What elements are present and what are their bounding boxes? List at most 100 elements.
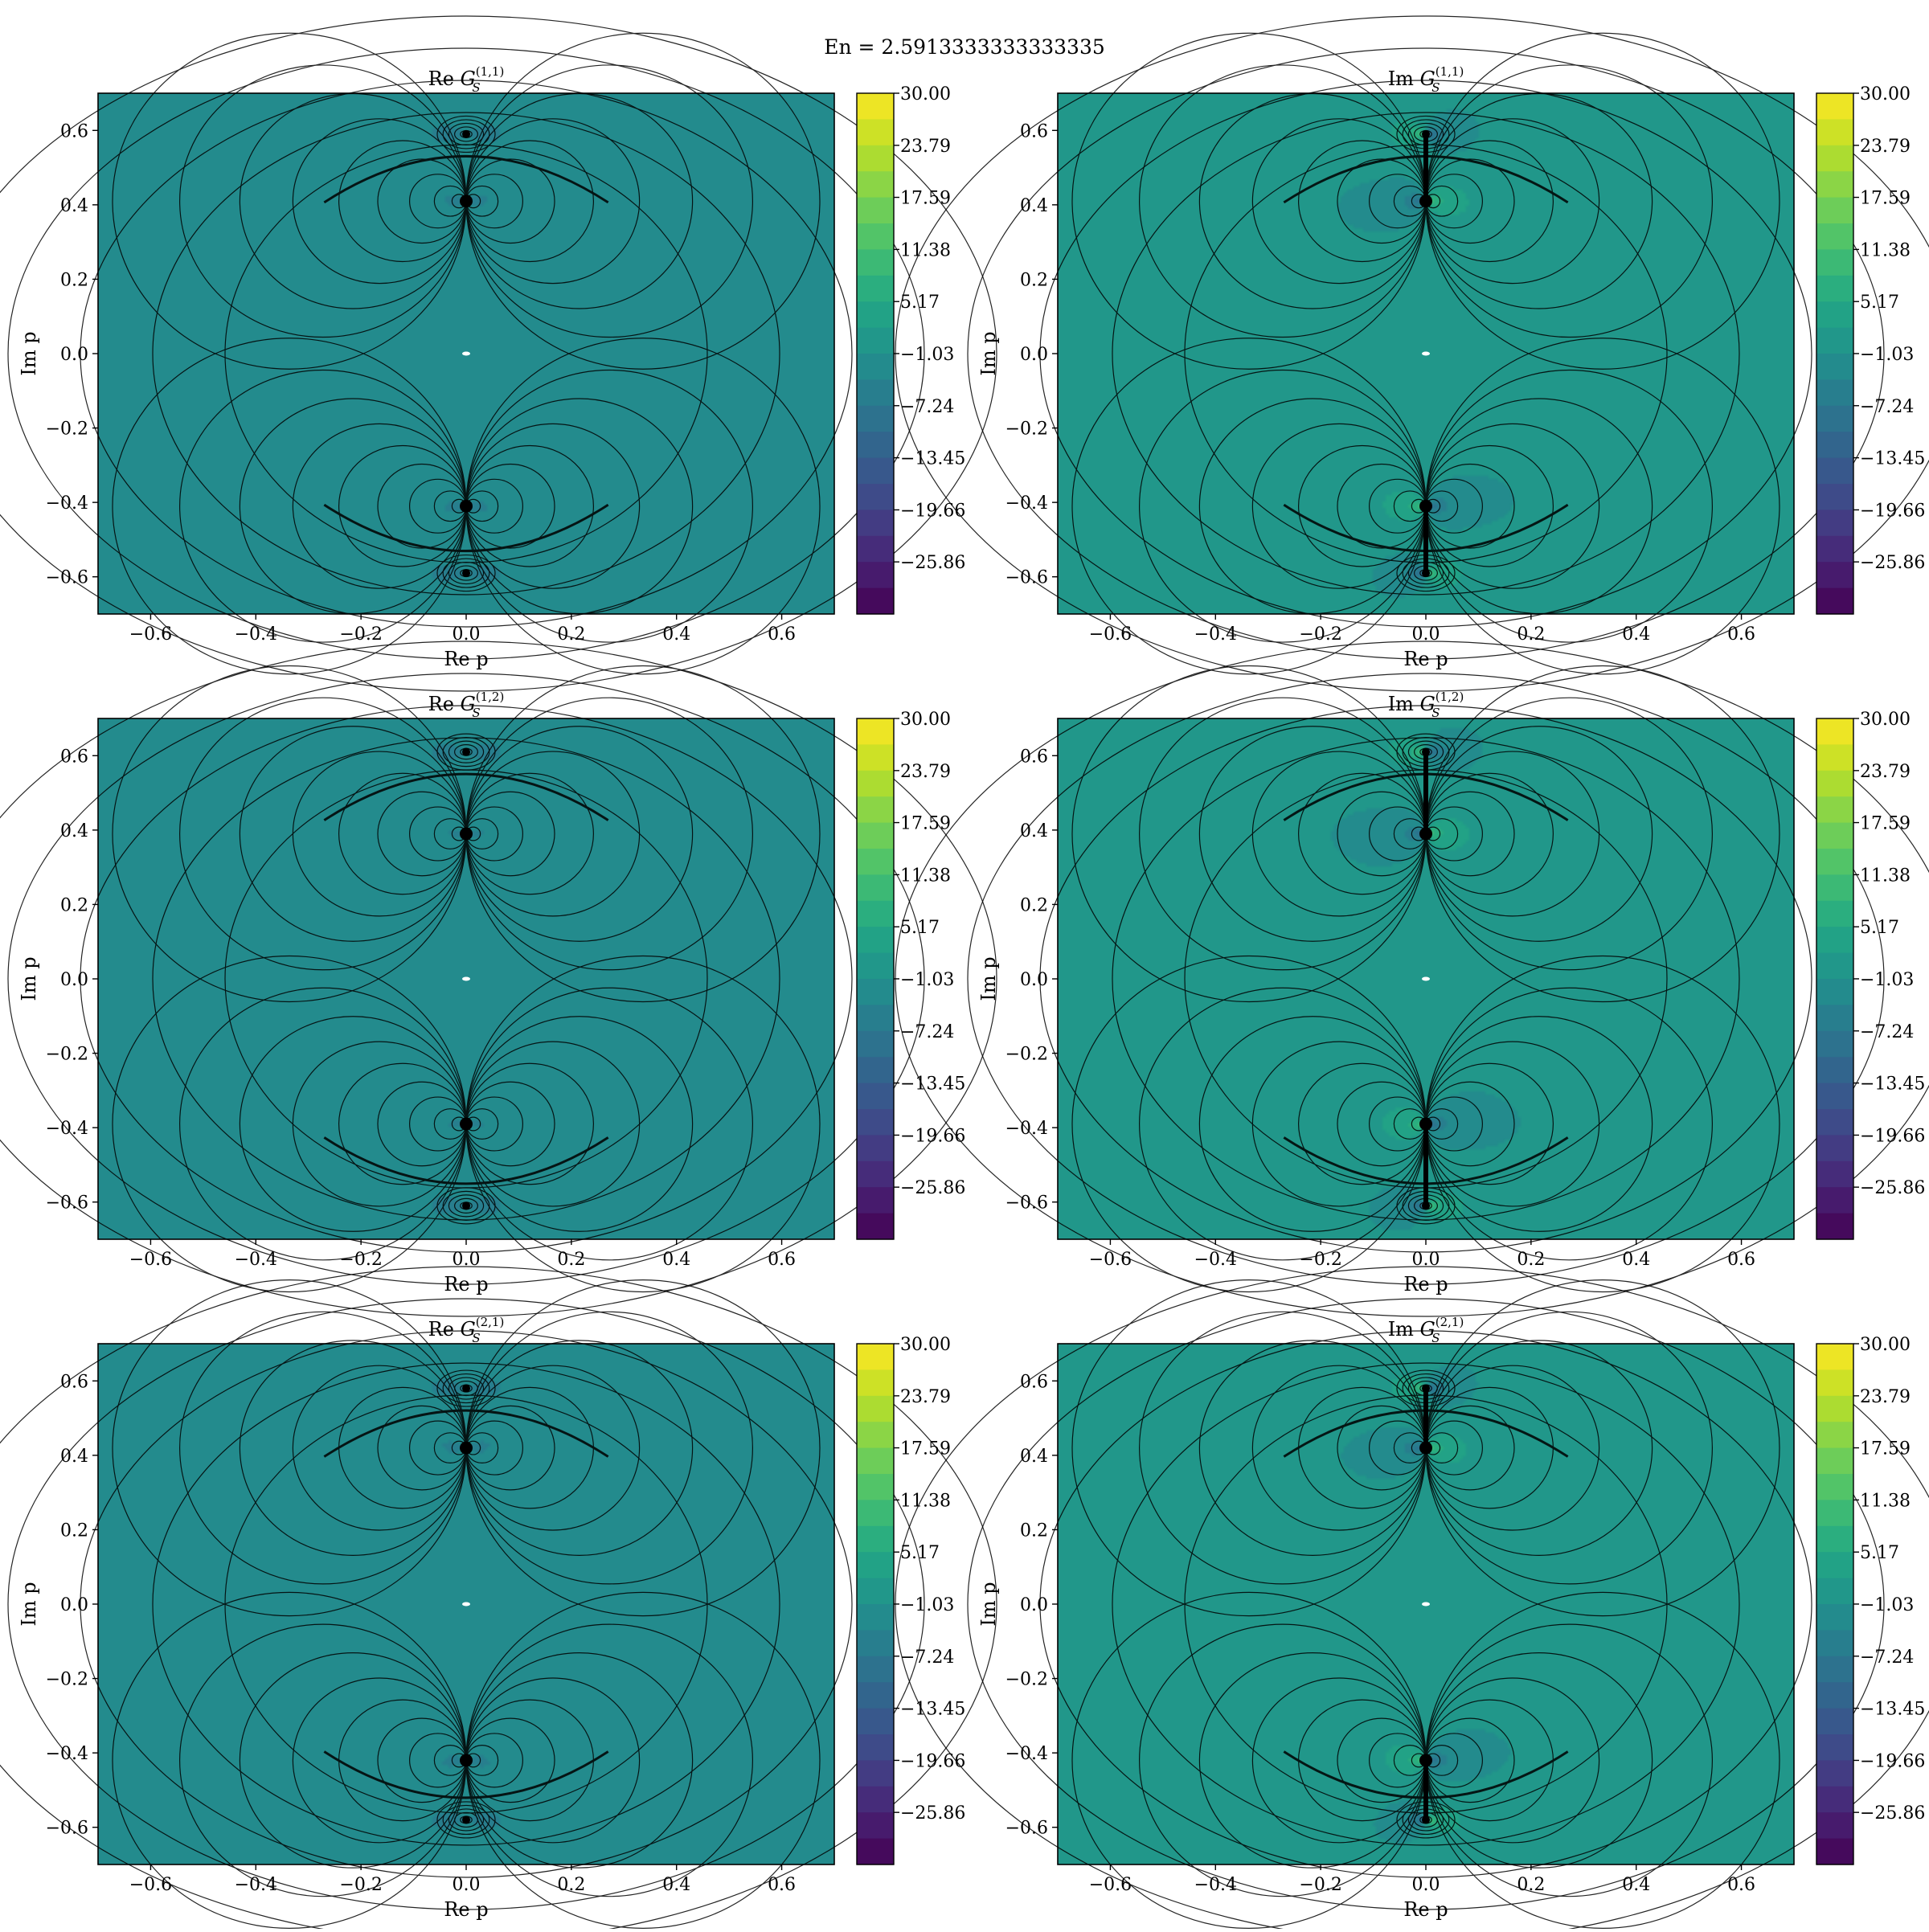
- colorbar-band: [1816, 1422, 1853, 1449]
- colorbar-band: [857, 1604, 894, 1631]
- y-tick-label: 0.0: [60, 970, 88, 990]
- colorbar-tick-label: 23.79: [900, 137, 951, 157]
- colorbar-tick-label: 30.00: [1860, 1335, 1911, 1355]
- x-tick-label: 0.4: [662, 1875, 690, 1895]
- x-tick-label: −0.2: [1299, 1875, 1341, 1895]
- pole-marker: [462, 1201, 470, 1210]
- colorbar-tick-label: −7.24: [1860, 1648, 1914, 1668]
- colorbar-band: [857, 119, 894, 146]
- colorbar-band: [1816, 354, 1853, 380]
- x-tick-label: −0.6: [1089, 1875, 1132, 1895]
- contour-loop: [453, 565, 478, 581]
- pole-marker: [462, 747, 470, 756]
- x-tick-label: 0.2: [557, 1250, 585, 1270]
- x-axis-label: Re p: [1403, 1273, 1448, 1296]
- colorbar-band: [1816, 1160, 1853, 1188]
- y-tick-label: −0.6: [1005, 568, 1048, 588]
- pole-marker: [462, 129, 470, 138]
- subplot-title: Im G(2,1) S: [1388, 1315, 1464, 1345]
- subplot-3: −0.6 −0.4 −0.2 0.0 0.2 0.4 0.60.60.40.20.0−0.2…: [895, 641, 1929, 1317]
- colorbar-tick-label: 5.17: [1860, 918, 1899, 938]
- colorbar-tick-label: 17.59: [900, 1439, 951, 1459]
- colorbar-band: [1816, 249, 1853, 276]
- subplot-title: Re G(1,1) S: [428, 64, 505, 95]
- x-tick-label: 0.2: [557, 624, 585, 645]
- colorbar-tick-label: −7.24: [900, 397, 954, 417]
- colorbar-band: [857, 432, 894, 459]
- y-tick-label: 0.6: [1020, 121, 1048, 141]
- y-tick-label: 0.6: [1020, 747, 1048, 767]
- origin-gap: [462, 351, 470, 356]
- colorbar-band: [857, 1187, 894, 1214]
- colorbar-band: [1816, 1734, 1853, 1761]
- contour-ring: [967, 1298, 1885, 1910]
- x-tick-label: −0.4: [235, 1875, 277, 1895]
- x-axis-label: Re p: [444, 1898, 488, 1921]
- colorbar-band: [857, 1005, 894, 1032]
- colorbar-tick-label: 11.38: [900, 866, 951, 886]
- colorbar-band: [1816, 1344, 1853, 1370]
- colorbar-band: [1816, 900, 1853, 927]
- colorbar-tick-label: 5.17: [1860, 293, 1899, 313]
- colorbar-tick-label: 30.00: [900, 710, 951, 730]
- colorbar-tick-label: 17.59: [900, 189, 951, 209]
- colorbar-band: [857, 327, 894, 354]
- colorbar-band: [857, 93, 894, 120]
- colorbar-tick-label: 11.38: [1860, 866, 1911, 886]
- pole-marker: [460, 194, 473, 208]
- colorbar-tick-label: 30.00: [900, 1335, 951, 1355]
- x-tick-label: −0.2: [339, 624, 382, 645]
- y-tick-label: −0.6: [1005, 1819, 1048, 1839]
- y-tick-label: 0.6: [60, 121, 88, 141]
- colorbar-band: [857, 1812, 894, 1840]
- pole-marker: [462, 1815, 470, 1824]
- x-tick-label: −0.2: [339, 1250, 382, 1270]
- colorbar-band: [857, 1344, 894, 1370]
- pole-marker: [462, 569, 470, 578]
- x-tick-label: 0.2: [1517, 624, 1545, 645]
- colorbar-band: [857, 1734, 894, 1761]
- x-tick-label: 0.6: [768, 1875, 796, 1895]
- colorbar-band: [857, 1525, 894, 1553]
- colorbar-band: [1816, 952, 1853, 980]
- y-tick-label: 0.0: [1020, 345, 1048, 365]
- origin-gap: [462, 1602, 470, 1607]
- colorbar-tick-label: 23.79: [1860, 1387, 1911, 1407]
- colorbar-tick-label: 30.00: [1860, 710, 1911, 730]
- colorbar-band: [1816, 1630, 1853, 1657]
- y-tick-label: 0.2: [60, 1521, 88, 1541]
- branch-arc: [323, 503, 609, 553]
- subplot-title: Re G(1,2) S: [428, 690, 505, 720]
- colorbar-band: [1816, 1187, 1853, 1214]
- y-tick-label: 0.4: [60, 196, 88, 216]
- contour-loop: [436, 1801, 496, 1839]
- colorbar-tick-label: −19.66: [900, 1126, 965, 1146]
- contour-loop: [442, 1804, 490, 1836]
- origin-gap: [1422, 1602, 1430, 1607]
- colorbar-band: [1816, 718, 1853, 745]
- x-tick-label: −0.2: [1299, 1250, 1341, 1270]
- pole-marker: [462, 1384, 470, 1393]
- contour-ring: [7, 47, 925, 660]
- colorbar-band: [857, 484, 894, 510]
- subplot-title: Im G(1,1) S: [1388, 64, 1464, 95]
- x-tick-label: 0.2: [1517, 1250, 1545, 1270]
- colorbar-band: [1816, 379, 1853, 407]
- contour-ring: [895, 15, 1929, 692]
- origin-gap: [1422, 351, 1430, 356]
- colorbar-tick-label: −13.45: [900, 1074, 965, 1095]
- branch-arc: [323, 772, 609, 821]
- colorbar-band: [1816, 1525, 1853, 1553]
- colorbar-band: [857, 927, 894, 954]
- colorbar-tick-label: 11.38: [900, 1491, 951, 1511]
- colorbar-tick-label: 23.79: [900, 1387, 951, 1407]
- contour-lines: [0, 641, 997, 1317]
- y-tick-label: −0.2: [1005, 420, 1048, 440]
- colorbar-band: [1816, 327, 1853, 354]
- subplot-title: Im G(1,2) S: [1388, 690, 1464, 720]
- y-tick-label: −0.4: [46, 1744, 88, 1764]
- colorbar-band: [857, 275, 894, 302]
- colorbar-band: [1816, 1604, 1853, 1631]
- colorbar-band: [1816, 1838, 1853, 1865]
